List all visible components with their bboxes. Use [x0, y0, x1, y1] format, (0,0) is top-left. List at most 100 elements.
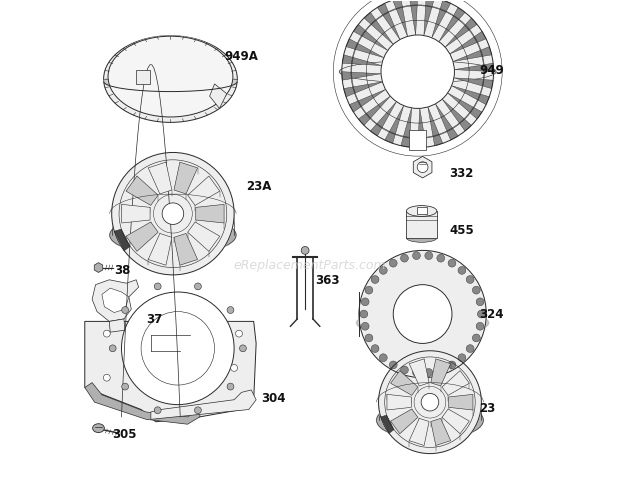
Circle shape [112, 153, 234, 275]
Ellipse shape [104, 36, 237, 122]
Polygon shape [448, 93, 482, 119]
Polygon shape [378, 3, 400, 40]
Circle shape [227, 306, 234, 313]
Circle shape [360, 310, 368, 318]
Text: 23A: 23A [246, 180, 272, 193]
Polygon shape [431, 359, 451, 386]
Circle shape [401, 254, 409, 262]
Polygon shape [188, 176, 219, 205]
Polygon shape [392, 0, 407, 36]
FancyBboxPatch shape [409, 131, 427, 150]
Polygon shape [358, 96, 391, 125]
Polygon shape [85, 322, 256, 422]
Polygon shape [114, 229, 130, 251]
Polygon shape [435, 104, 458, 140]
Polygon shape [148, 233, 172, 265]
Circle shape [122, 306, 128, 313]
Polygon shape [454, 78, 493, 88]
Polygon shape [442, 409, 469, 434]
Circle shape [361, 323, 369, 330]
Circle shape [154, 283, 161, 290]
Polygon shape [94, 263, 103, 273]
Polygon shape [445, 18, 477, 47]
Circle shape [389, 361, 397, 369]
Ellipse shape [104, 71, 237, 92]
Polygon shape [126, 222, 158, 251]
Ellipse shape [376, 401, 484, 440]
Circle shape [379, 354, 388, 362]
Polygon shape [391, 409, 418, 434]
Polygon shape [442, 99, 471, 131]
Circle shape [412, 252, 420, 260]
Polygon shape [196, 204, 224, 223]
Polygon shape [122, 204, 150, 223]
Circle shape [365, 334, 373, 342]
Polygon shape [92, 280, 139, 322]
Ellipse shape [407, 234, 437, 243]
Circle shape [458, 354, 466, 362]
Circle shape [393, 285, 452, 343]
Polygon shape [210, 84, 227, 109]
Ellipse shape [356, 309, 489, 336]
Text: 305: 305 [112, 428, 136, 440]
Polygon shape [439, 7, 465, 42]
Ellipse shape [108, 36, 233, 117]
Ellipse shape [110, 216, 236, 255]
Circle shape [466, 345, 474, 353]
Polygon shape [432, 0, 451, 38]
Polygon shape [342, 72, 381, 80]
Circle shape [109, 345, 116, 352]
Polygon shape [385, 106, 404, 143]
Polygon shape [381, 415, 394, 434]
Text: 38: 38 [114, 265, 131, 277]
Circle shape [448, 361, 456, 369]
Text: 324: 324 [479, 307, 503, 321]
Polygon shape [424, 0, 435, 35]
Circle shape [421, 393, 439, 411]
Circle shape [476, 323, 484, 330]
Polygon shape [102, 288, 129, 313]
Circle shape [162, 203, 184, 224]
FancyBboxPatch shape [407, 211, 437, 238]
Circle shape [104, 330, 110, 337]
Polygon shape [126, 176, 158, 205]
FancyBboxPatch shape [417, 207, 427, 214]
Circle shape [381, 35, 454, 109]
Circle shape [359, 250, 486, 378]
Circle shape [425, 252, 433, 260]
Polygon shape [370, 102, 396, 136]
Circle shape [365, 286, 373, 294]
Circle shape [472, 286, 480, 294]
Circle shape [401, 366, 409, 374]
Polygon shape [453, 47, 492, 61]
Circle shape [195, 407, 202, 414]
Circle shape [476, 298, 484, 306]
Polygon shape [387, 394, 411, 410]
Polygon shape [349, 89, 386, 112]
Polygon shape [454, 63, 494, 72]
Circle shape [195, 283, 202, 290]
Polygon shape [148, 162, 172, 194]
Circle shape [371, 345, 379, 353]
Text: 363: 363 [315, 274, 339, 287]
Circle shape [437, 254, 445, 262]
Circle shape [154, 407, 161, 414]
Polygon shape [418, 109, 426, 148]
Circle shape [458, 267, 466, 274]
Text: 332: 332 [450, 166, 474, 180]
Polygon shape [353, 25, 388, 51]
Polygon shape [85, 382, 200, 424]
Polygon shape [431, 418, 451, 445]
Polygon shape [409, 0, 418, 35]
Polygon shape [343, 82, 383, 97]
FancyBboxPatch shape [136, 70, 150, 84]
Circle shape [122, 292, 234, 405]
Text: 23: 23 [479, 402, 495, 414]
Circle shape [425, 369, 433, 377]
Polygon shape [449, 394, 473, 410]
Polygon shape [364, 12, 393, 44]
Circle shape [448, 259, 456, 267]
Text: 304: 304 [261, 392, 286, 405]
Circle shape [379, 267, 388, 274]
Circle shape [371, 275, 379, 283]
